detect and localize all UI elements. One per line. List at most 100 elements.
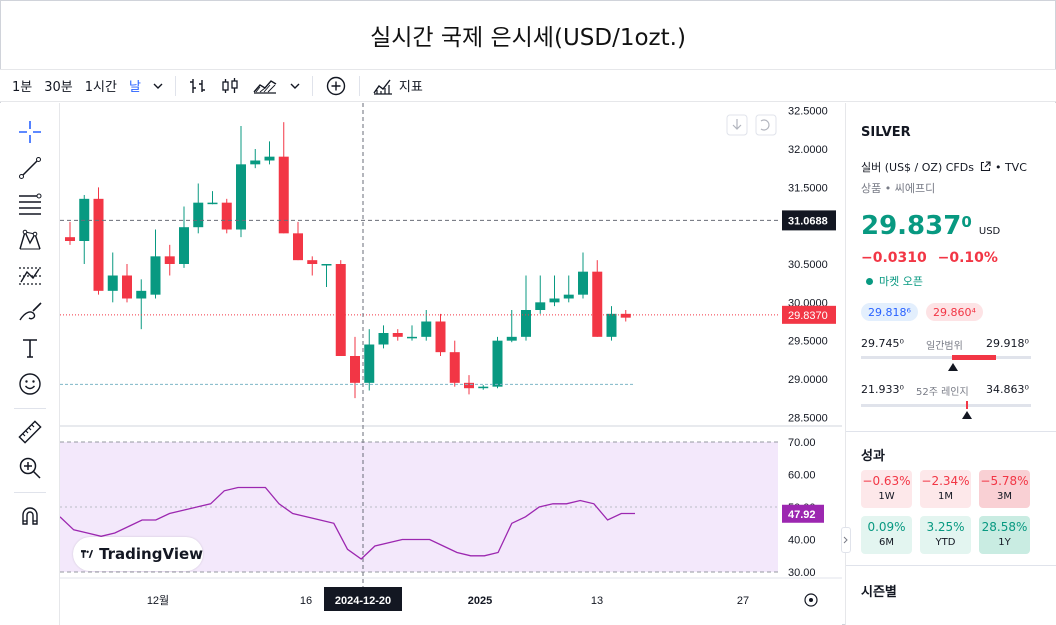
indicators-button[interactable]: 지표 [366,73,429,99]
performance-period: 3M [997,491,1012,502]
symbol-info-panel: SILVER 실버 (US$ / OZ) CFDs • TVC 상품 • 씨에프… [845,103,1056,625]
week52-low: 21.933⁰ [861,383,904,396]
day-range-track [861,356,1031,359]
compare-add-icon[interactable] [319,73,353,99]
day-range-high: 29.918⁰ [986,337,1029,350]
candle-body [535,302,546,310]
interval-1d[interactable]: 날 [128,80,141,95]
panel-divider [846,431,1056,432]
panel-collapse-chevron-right-icon[interactable] [841,527,851,553]
ruler-icon[interactable] [14,417,46,447]
performance-cell[interactable]: −2.34% 1M [920,470,971,508]
pattern-icon[interactable] [14,225,46,255]
candle-body [150,256,161,295]
performance-cell[interactable]: −0.63% 1W [861,470,912,508]
zoom-icon[interactable] [14,453,46,483]
performance-cell[interactable]: 3.25% YTD [920,516,971,554]
time-axis-label: 12월 [147,594,169,607]
chart-area[interactable]: 32.500032.000031.500031.000030.500030.00… [59,103,842,625]
candle-body [122,275,132,299]
settings-gear-center [809,598,813,602]
performance-value: −5.78% [980,474,1029,488]
candle-body [506,336,517,341]
tradingview-logo-icon [81,550,94,558]
candle-body [592,271,603,337]
status-dot-icon [866,278,873,285]
price-change: −0.0310 −0.10% [861,250,998,266]
performance-cell[interactable]: −5.78% 3M [979,470,1030,508]
bars-icon[interactable] [182,73,214,99]
performance-value: 3.25% [926,520,965,534]
emoji-icon[interactable] [14,369,46,399]
prediction-icon[interactable] [14,261,46,291]
fib-icon[interactable] [14,189,46,219]
reset-chart-icon [755,114,777,136]
performance-cell[interactable]: 28.58% 1Y [979,516,1030,554]
performance-period: 1M [938,491,953,502]
crosshair-icon[interactable] [14,117,46,147]
symbol-name[interactable]: SILVER [861,125,911,140]
area-chart-icon[interactable] [246,73,284,99]
toolbar-divider [358,75,360,96]
trendline-icon[interactable] [14,153,46,183]
ask-badge: 29.860⁴ [926,303,983,321]
candle-body [578,271,588,295]
candle-body [179,227,189,264]
candle-body [93,198,104,291]
dot-separator: • [994,161,1005,174]
rsi-axis-label: 30.00 [788,567,816,579]
candle-body [492,340,503,387]
performance-value: 0.09% [867,520,906,534]
seasonals-title: 시즌별 [861,585,897,600]
performance-period: 6M [879,537,894,548]
last-price-label: 29.8370 [788,310,828,322]
performance-period: 1Y [998,537,1011,548]
candle-body [392,333,403,337]
candle-body [449,352,460,383]
day-range-low: 29.745⁰ [861,337,904,350]
price-axis-label: 28.5000 [788,412,828,424]
interval-1h[interactable]: 1시간 [84,80,117,95]
candle-body [521,310,531,337]
reset-chart-arrow [760,119,770,131]
indicators-icon [372,76,394,96]
rsi-last-tag [782,504,824,523]
price-axis-label: 32.5000 [788,106,828,118]
chart-type-chevron-down-icon[interactable] [284,73,306,99]
magnet-icon[interactable] [14,501,46,531]
tool-divider [14,492,46,493]
external-link-icon[interactable] [980,161,992,175]
time-axis-label: 27 [737,595,749,607]
candles-icon[interactable] [214,73,246,99]
rsi-axis-label: 60.00 [788,470,816,482]
crosshair-price-label: 31.0688 [788,215,828,227]
candle-body [164,256,175,264]
tool-divider [14,408,46,409]
last-price: 29.8370 USD [861,211,1000,241]
performance-period: 1W [878,491,895,502]
week52-label: 52주 레인지 [916,387,969,398]
interval-30m[interactable]: 30분 [44,80,73,95]
week52-tick [966,401,968,409]
interval-dropdown-chevron-down-icon[interactable] [147,73,169,99]
performance-cell[interactable]: 0.09% 6M [861,516,912,554]
text-icon[interactable] [14,333,46,363]
interval-1m[interactable]: 1분 [12,80,33,95]
candle-body [435,321,446,353]
brush-icon[interactable] [14,297,46,327]
candle-body [307,260,318,264]
candle-body [236,164,246,230]
price-currency: USD [978,226,1001,237]
tradingview-logo[interactable]: TradingView [73,537,203,571]
indicators-label: 지표 [398,80,423,95]
candle-body [321,264,332,266]
price-axis-label: 29.5000 [788,336,828,348]
scroll-down-arrow [732,119,742,130]
market-status-text: 마켓 오픈 [879,275,923,288]
rsi-last-label: 47.92 [788,509,816,521]
candle-body [335,264,346,356]
candle-body [264,156,275,161]
performance-value: −2.34% [921,474,970,488]
candle-body [350,356,360,383]
toolbar-divider [174,75,176,96]
